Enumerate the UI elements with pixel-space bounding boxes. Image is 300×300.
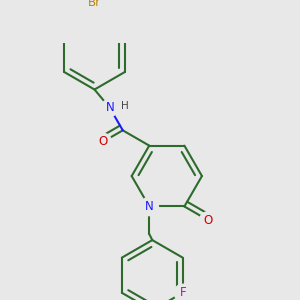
- Text: N: N: [105, 101, 114, 114]
- Circle shape: [140, 197, 158, 216]
- Text: O: O: [98, 135, 108, 148]
- Circle shape: [174, 284, 191, 300]
- Circle shape: [83, 0, 106, 14]
- Circle shape: [200, 212, 217, 229]
- Text: Br: Br: [88, 0, 101, 9]
- Text: F: F: [179, 286, 186, 299]
- Circle shape: [94, 133, 112, 150]
- Text: N: N: [145, 200, 154, 213]
- Text: H: H: [122, 101, 129, 111]
- Text: O: O: [204, 214, 213, 227]
- Circle shape: [101, 99, 118, 116]
